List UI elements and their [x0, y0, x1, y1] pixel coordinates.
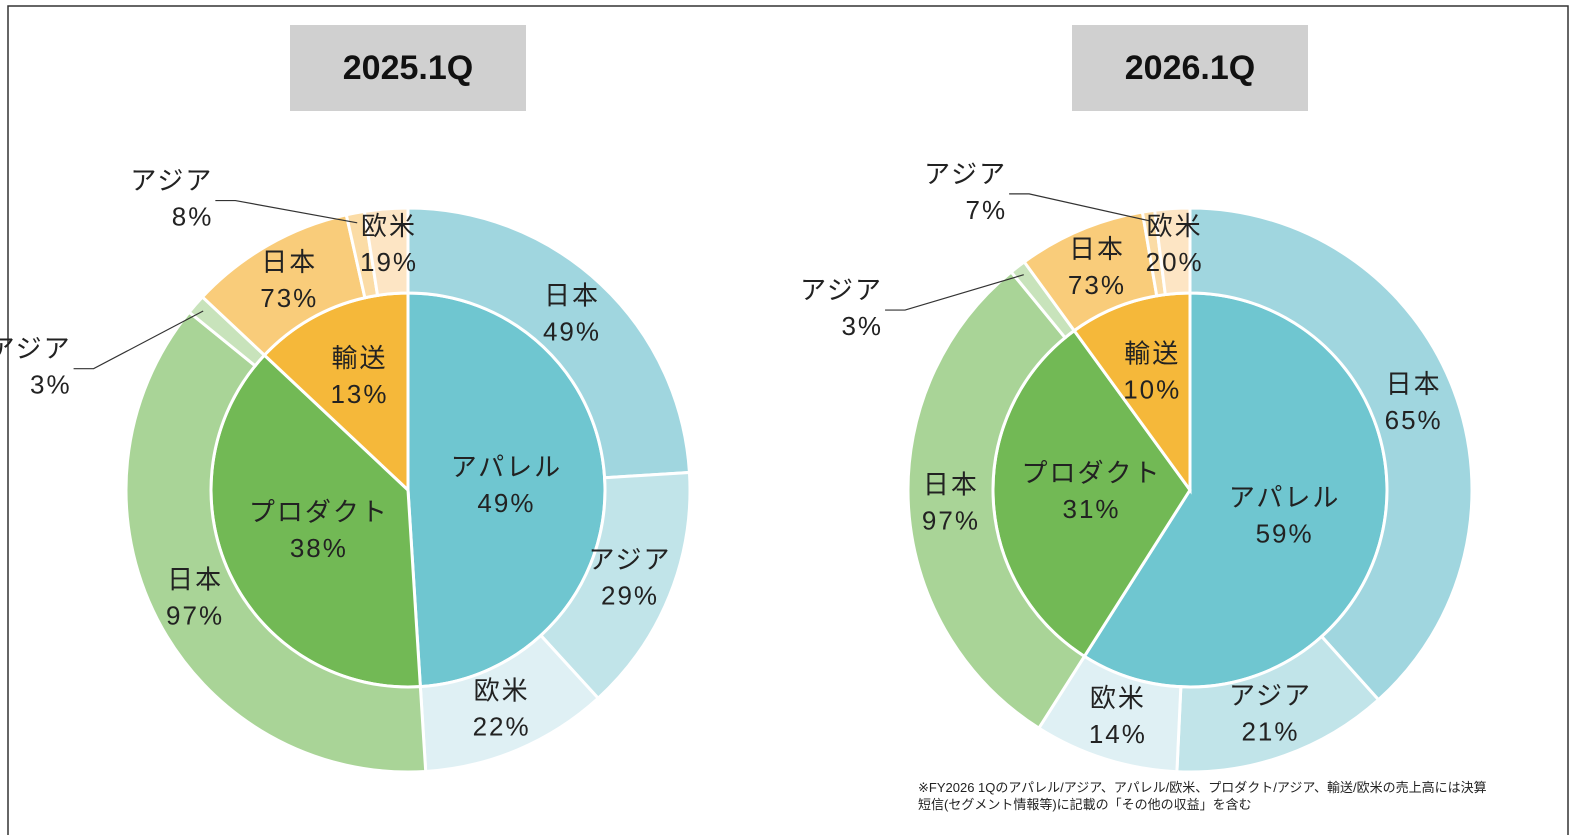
segment-value: 13%: [330, 379, 388, 409]
chart-title: 2025.1Q: [343, 49, 473, 87]
segment-name: 輸送: [331, 343, 387, 373]
outer-segment: [124, 310, 428, 774]
segment-value: 7%: [966, 195, 1008, 225]
segment-name: 欧米: [474, 675, 530, 705]
footnote: ※FY2026 1Qのアパレル/アジア、アパレル/欧米、プロダクト/アジア、輸送…: [918, 780, 1487, 812]
segment-value: 19%: [360, 247, 418, 277]
segment-value: 49%: [477, 488, 535, 518]
leader-line: [73, 310, 204, 370]
segment-value: 65%: [1385, 405, 1443, 435]
chart-title: 2026.1Q: [1125, 49, 1255, 87]
segment-name: 日本: [261, 247, 317, 277]
segment-value: 31%: [1063, 494, 1121, 524]
segment-name: プロダクト: [249, 497, 389, 527]
segment-value: 29%: [601, 581, 659, 611]
segment-value: 8%: [172, 201, 214, 231]
leader-line: [1009, 193, 1151, 222]
segment-name: 日本: [1069, 234, 1125, 264]
segment-value: 97%: [922, 505, 980, 535]
segment-value: 59%: [1256, 518, 1314, 548]
segment-name: 欧米: [1090, 683, 1146, 713]
segment-value: 3%: [841, 311, 883, 341]
leader-line: [215, 199, 358, 224]
segment-value: 73%: [1068, 270, 1126, 300]
segment-value: 22%: [473, 711, 531, 741]
segment-name: アパレル: [451, 452, 562, 482]
outer-segment: [362, 206, 410, 298]
segment-name: 日本: [167, 565, 223, 595]
segment-value: 10%: [1123, 375, 1181, 405]
segment-name: 日本: [544, 280, 600, 310]
segment-name: アジア: [0, 334, 72, 364]
segment-value: 20%: [1146, 247, 1204, 277]
outer-segment: [1188, 206, 1474, 702]
leader-line: [885, 274, 1024, 311]
segment-name: アジア: [589, 545, 672, 575]
title-box: [290, 25, 526, 111]
segment-name: 輸送: [1124, 339, 1180, 369]
outer-segment: [1152, 206, 1192, 297]
segment-name: アジア: [800, 275, 883, 305]
outer-segment: [906, 269, 1087, 731]
segment-value: 49%: [543, 316, 601, 346]
outer-segment: [406, 206, 692, 480]
segment-name: プロダクト: [1022, 458, 1162, 488]
segment-name: 日本: [1386, 369, 1442, 399]
segment-value: 73%: [260, 283, 318, 313]
segment-value: 14%: [1089, 719, 1147, 749]
segment-name: アジア: [130, 165, 213, 195]
segment-value: 38%: [290, 533, 348, 563]
segment-value: 21%: [1241, 716, 1299, 746]
segment-name: 欧米: [361, 211, 417, 241]
segment-value: 97%: [166, 601, 224, 631]
segment-name: アジア: [1229, 680, 1312, 710]
segment-name: 欧米: [1147, 211, 1203, 241]
title-box: [1072, 25, 1308, 111]
frame: [7, 5, 1569, 835]
segment-name: アジア: [924, 159, 1007, 189]
segment-name: アパレル: [1229, 482, 1340, 512]
segment-value: 3%: [30, 370, 72, 400]
segment-name: 日本: [923, 469, 979, 499]
